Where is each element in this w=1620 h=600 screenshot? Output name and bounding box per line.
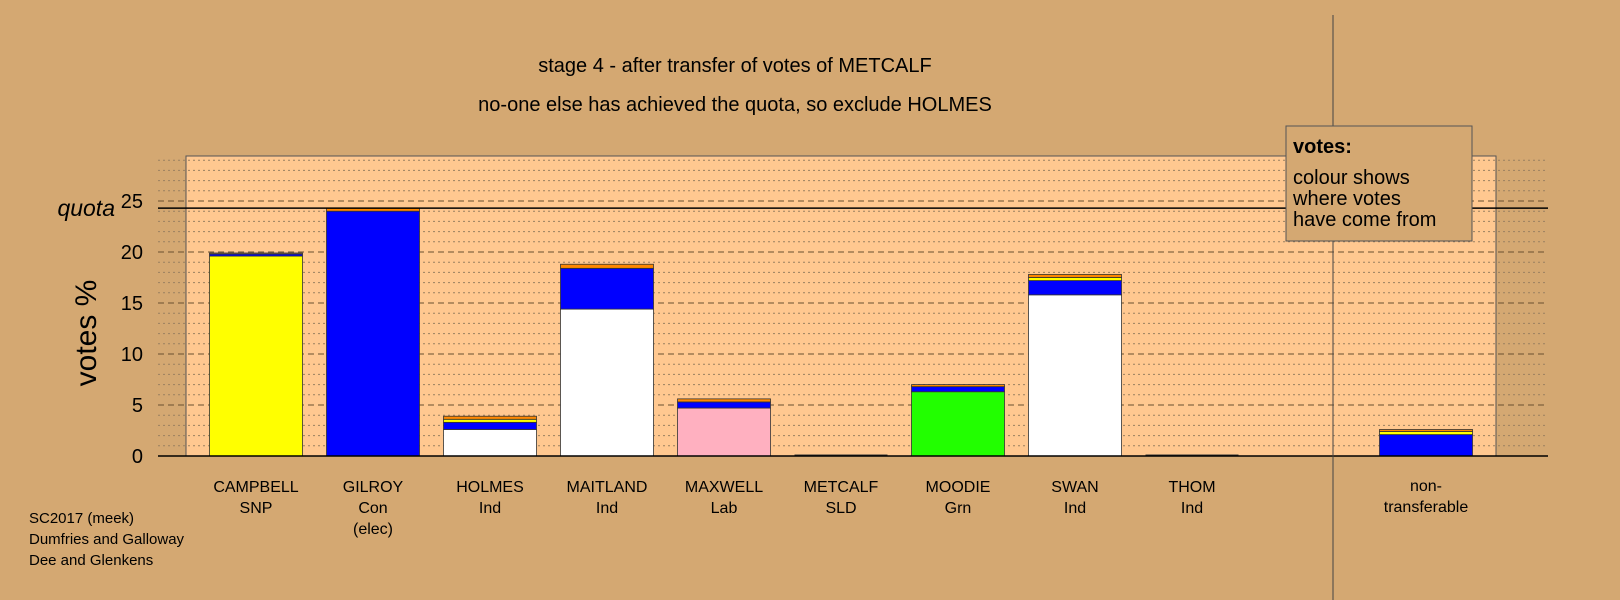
- category-label: Ind: [1181, 500, 1203, 517]
- category-label: MAXWELL: [685, 479, 763, 496]
- category-label: SWAN: [1051, 479, 1098, 496]
- bar-maxwell-segment: [677, 401, 771, 409]
- bar-maitland-segment: [560, 308, 654, 457]
- legend-line-1: colour shows: [1293, 167, 1410, 189]
- category-label: MOODIE: [926, 479, 991, 496]
- legend-title: votes:: [1293, 136, 1352, 158]
- category-label: Ind: [479, 500, 501, 517]
- legend: votes: colour shows where votes have com…: [1285, 125, 1473, 242]
- bar-gilroy-segment: [326, 210, 420, 457]
- bar-nontransferable-segment: [1379, 431, 1473, 435]
- bar-nontransferable-segment: [1379, 434, 1473, 457]
- y-tick-label: 15: [121, 293, 143, 315]
- category-label: SLD: [825, 500, 856, 517]
- bar-maxwell-segment: [677, 398, 771, 403]
- bar-moodie-segment: [911, 384, 1005, 388]
- footer-line-2: Dumfries and Galloway: [29, 531, 185, 548]
- category-label: Con: [358, 500, 387, 517]
- y-tick-label: 5: [132, 395, 143, 417]
- category-label: (elec): [353, 521, 393, 538]
- category-label: CAMPBELL: [213, 479, 298, 496]
- y-axis-label: votes %: [70, 280, 103, 387]
- legend-line-3: have come from: [1293, 209, 1436, 231]
- category-label: THOM: [1168, 479, 1215, 496]
- bar-holmes-segment: [443, 421, 537, 430]
- category-label: Grn: [945, 500, 972, 517]
- category-label: MAITLAND: [567, 479, 648, 496]
- bar-campbell-segment: [209, 252, 303, 255]
- footer-line-1: SC2017 (meek): [29, 510, 134, 527]
- category-labels: CAMPBELL SNP GILROY Con (elec) HOLMES Ind MAITL…: [213, 478, 1468, 538]
- y-tick-label: 20: [121, 242, 143, 264]
- y-tick-label: 0: [132, 446, 143, 468]
- bar-moodie-segment: [911, 386, 1005, 393]
- bar-maitland-segment: [560, 267, 654, 310]
- bars: [209, 207, 1473, 457]
- category-label: METCALF: [804, 479, 879, 496]
- bar-swan-segment: [1028, 274, 1122, 278]
- category-label: Lab: [711, 500, 738, 517]
- bar-campbell-segment: [209, 255, 303, 457]
- y-tick-label: 25: [121, 191, 143, 213]
- bar-holmes-segment: [443, 429, 537, 457]
- nontransferable-label: non-: [1410, 478, 1442, 495]
- category-label: Ind: [596, 500, 618, 517]
- chart-title: stage 4 - after transfer of votes of MET…: [538, 55, 932, 77]
- nontransferable-label: transferable: [1384, 499, 1469, 516]
- category-label: HOLMES: [456, 479, 524, 496]
- bar-holmes-segment: [443, 418, 537, 423]
- category-label: Ind: [1064, 500, 1086, 517]
- chart-subtitle: no-one else has achieved the quota, so e…: [478, 94, 992, 116]
- bar-swan-segment: [1028, 280, 1122, 296]
- bar-swan-segment: [1028, 277, 1122, 281]
- bar-nontransferable-segment: [1379, 429, 1473, 432]
- category-label: SNP: [240, 500, 273, 517]
- category-label: GILROY: [343, 479, 404, 496]
- legend-box: [1285, 125, 1473, 242]
- bar-maxwell-segment: [677, 407, 771, 457]
- bar-moodie-segment: [911, 391, 1005, 457]
- bar-maitland-segment: [560, 263, 654, 269]
- bar-holmes-segment: [443, 415, 537, 420]
- legend-line-2: where votes: [1292, 188, 1401, 210]
- footer-line-3: Dee and Glenkens: [29, 552, 153, 569]
- bar-swan-segment: [1028, 294, 1122, 457]
- y-tick-label: 10: [121, 344, 143, 366]
- quota-label: quota: [57, 195, 115, 221]
